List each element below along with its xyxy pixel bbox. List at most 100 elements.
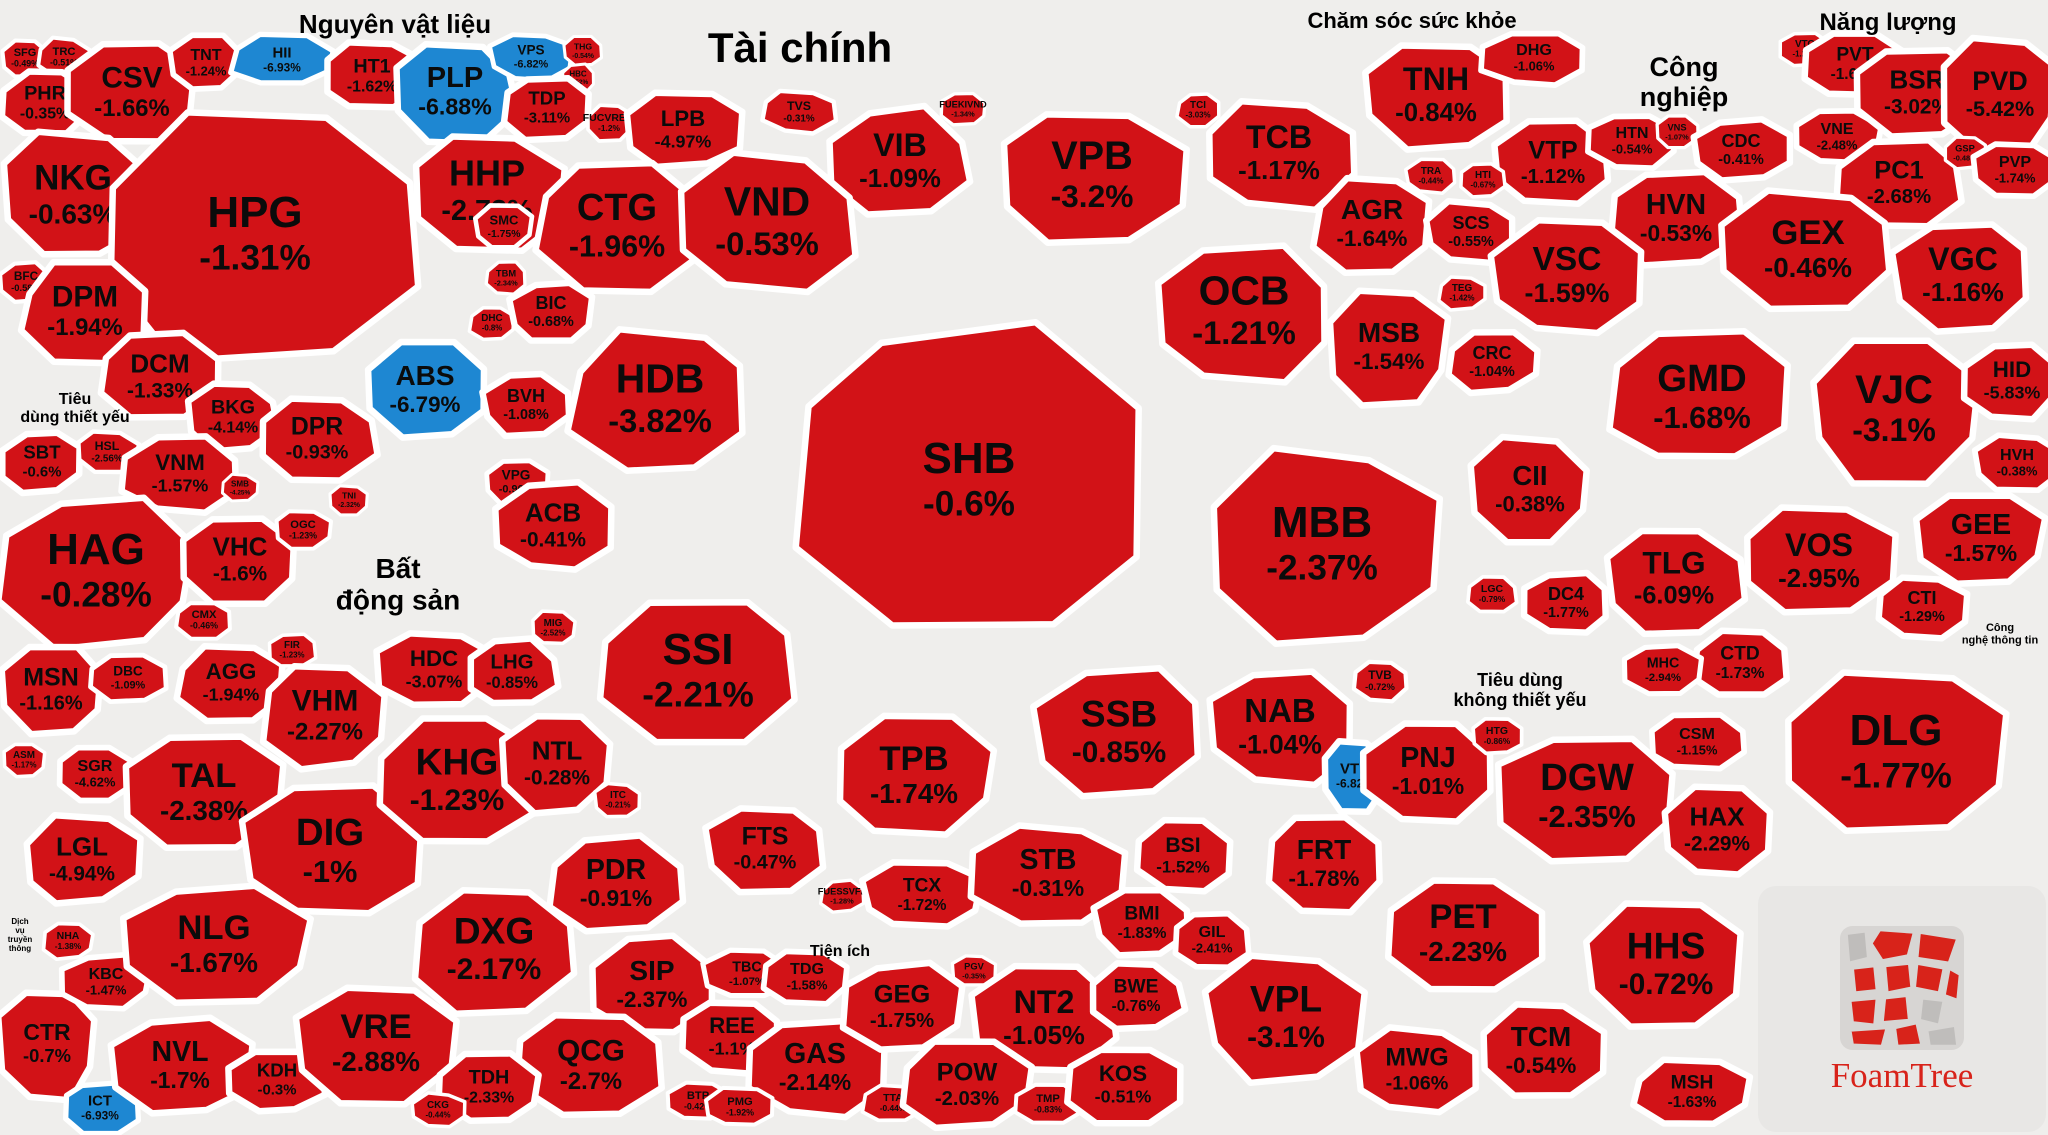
cell-CTI[interactable] (1875, 574, 1971, 642)
cell-VGC[interactable] (1888, 221, 2030, 335)
cell-FUESSVFL[interactable] (818, 878, 866, 914)
cell-PVP[interactable] (1970, 141, 2048, 200)
cell-VPS[interactable] (487, 32, 575, 83)
cell-DHC[interactable] (467, 306, 516, 342)
cell-CSM[interactable] (1648, 712, 1748, 772)
cell-TDP[interactable] (500, 75, 592, 144)
cell-VHC[interactable] (179, 515, 298, 608)
cell-TVB[interactable] (1351, 659, 1409, 704)
cell-HPG[interactable] (107, 109, 422, 365)
cell-TBM[interactable] (484, 260, 527, 296)
cell-PET[interactable] (1384, 877, 1546, 993)
cell-NAB[interactable] (1206, 668, 1354, 789)
cell-SMC[interactable] (472, 203, 535, 250)
cell-VNM[interactable] (118, 433, 240, 516)
cell-ABS[interactable] (364, 338, 488, 441)
cell-CKG[interactable] (410, 1091, 467, 1129)
cell-FUCVREIT[interactable] (586, 103, 634, 143)
cell-TRA[interactable] (1403, 157, 1457, 195)
cell-VRE[interactable] (292, 984, 460, 1108)
cell-MHC[interactable] (1621, 643, 1705, 697)
cell-FUEKIVND[interactable] (939, 91, 987, 127)
cell-SGR[interactable] (56, 744, 137, 804)
cell-THG[interactable] (562, 34, 604, 68)
cell-NLG[interactable] (119, 882, 314, 1007)
cell-SHB[interactable] (792, 318, 1142, 629)
cell-KHG[interactable] (376, 715, 542, 845)
cell-TNI[interactable] (328, 484, 369, 517)
cell-OCB[interactable] (1154, 242, 1328, 386)
cell-LHG[interactable] (467, 635, 562, 707)
cell-AGG[interactable] (173, 642, 286, 725)
cell-VNS[interactable] (1655, 114, 1700, 150)
cell-PDR[interactable] (546, 832, 687, 935)
cell-TCX[interactable] (858, 859, 986, 930)
cell-TCM[interactable] (1480, 1001, 1608, 1099)
cell-LGL[interactable] (23, 811, 144, 907)
cell-VPB[interactable] (1000, 111, 1190, 246)
cell-BVH[interactable] (479, 370, 573, 440)
cell-GEX[interactable] (1718, 187, 1893, 313)
cell-NVL[interactable] (107, 1014, 256, 1117)
cell-ITC[interactable] (592, 781, 642, 819)
cell-MSB[interactable] (1326, 287, 1452, 409)
cell-CTG[interactable] (532, 159, 701, 296)
cell-HHS[interactable] (1583, 900, 1744, 1030)
cell-MSN[interactable] (0, 643, 104, 738)
cell-TCI[interactable] (1175, 92, 1221, 129)
cell-CMX[interactable] (174, 601, 232, 641)
cell-VIB[interactable] (826, 102, 974, 218)
cell-BMI[interactable] (1090, 887, 1192, 959)
cell-POW[interactable] (899, 1038, 1036, 1132)
cell-BKG[interactable] (184, 380, 282, 455)
cell-CDC[interactable] (1690, 116, 1794, 184)
cell-ASM[interactable] (2, 742, 47, 779)
cell-LGC[interactable] (1466, 574, 1519, 614)
cell-DHG[interactable] (1478, 30, 1586, 88)
cell-SIP[interactable] (589, 932, 716, 1036)
cell-BWE[interactable] (1089, 960, 1189, 1033)
cell-TCB[interactable] (1206, 98, 1358, 214)
cell-DLG[interactable] (1785, 669, 2010, 834)
cell-BIC[interactable] (506, 279, 596, 344)
cell-FRT[interactable] (1265, 814, 1383, 916)
cell-KOS[interactable] (1064, 1046, 1184, 1127)
cell-VND[interactable] (677, 149, 859, 296)
cell-ACB[interactable] (492, 478, 615, 573)
cell-VOS[interactable] (1744, 504, 1899, 616)
cell-GIL[interactable] (1172, 910, 1252, 971)
cell-QCG[interactable] (513, 1012, 665, 1119)
cell-HDB[interactable] (564, 326, 746, 474)
cell-NHA[interactable] (41, 921, 95, 962)
cell-CTD[interactable] (1689, 627, 1790, 698)
cell-HAG[interactable] (0, 494, 196, 653)
cell-GEE[interactable] (1912, 492, 2048, 587)
cell-TPB[interactable] (836, 712, 998, 838)
cell-MIG[interactable] (531, 609, 577, 646)
cell-DGW[interactable] (1494, 735, 1676, 865)
cell-HTN[interactable] (1585, 113, 1677, 171)
cell-MBB[interactable] (1210, 444, 1444, 647)
cell-HTG[interactable] (1471, 716, 1524, 756)
cell-DCM[interactable] (97, 329, 222, 421)
cell-HVH[interactable] (1971, 432, 2048, 494)
cell-TNT[interactable] (166, 32, 244, 92)
cell-GMD[interactable] (1606, 327, 1791, 460)
cell-TEG[interactable] (1437, 275, 1487, 312)
cell-NTL[interactable] (498, 712, 614, 817)
cell-HVN[interactable] (1607, 168, 1746, 269)
cell-MSH[interactable] (1630, 1056, 1754, 1128)
cell-TLG[interactable] (1603, 527, 1749, 638)
cell-SSB[interactable] (1029, 665, 1202, 800)
cell-STB[interactable] (967, 822, 1129, 927)
cell-VPL[interactable] (1201, 952, 1368, 1087)
cell-CRC[interactable] (1445, 329, 1541, 397)
cell-MWG[interactable] (1353, 1024, 1479, 1116)
cell-VJC[interactable] (1810, 337, 1982, 488)
cell-AGR[interactable] (1309, 174, 1433, 276)
cell-VSC[interactable] (1487, 217, 1645, 337)
cell-VHM[interactable] (259, 663, 388, 773)
cell-HID[interactable] (1960, 341, 2048, 423)
cell-DXG[interactable] (411, 886, 578, 1017)
